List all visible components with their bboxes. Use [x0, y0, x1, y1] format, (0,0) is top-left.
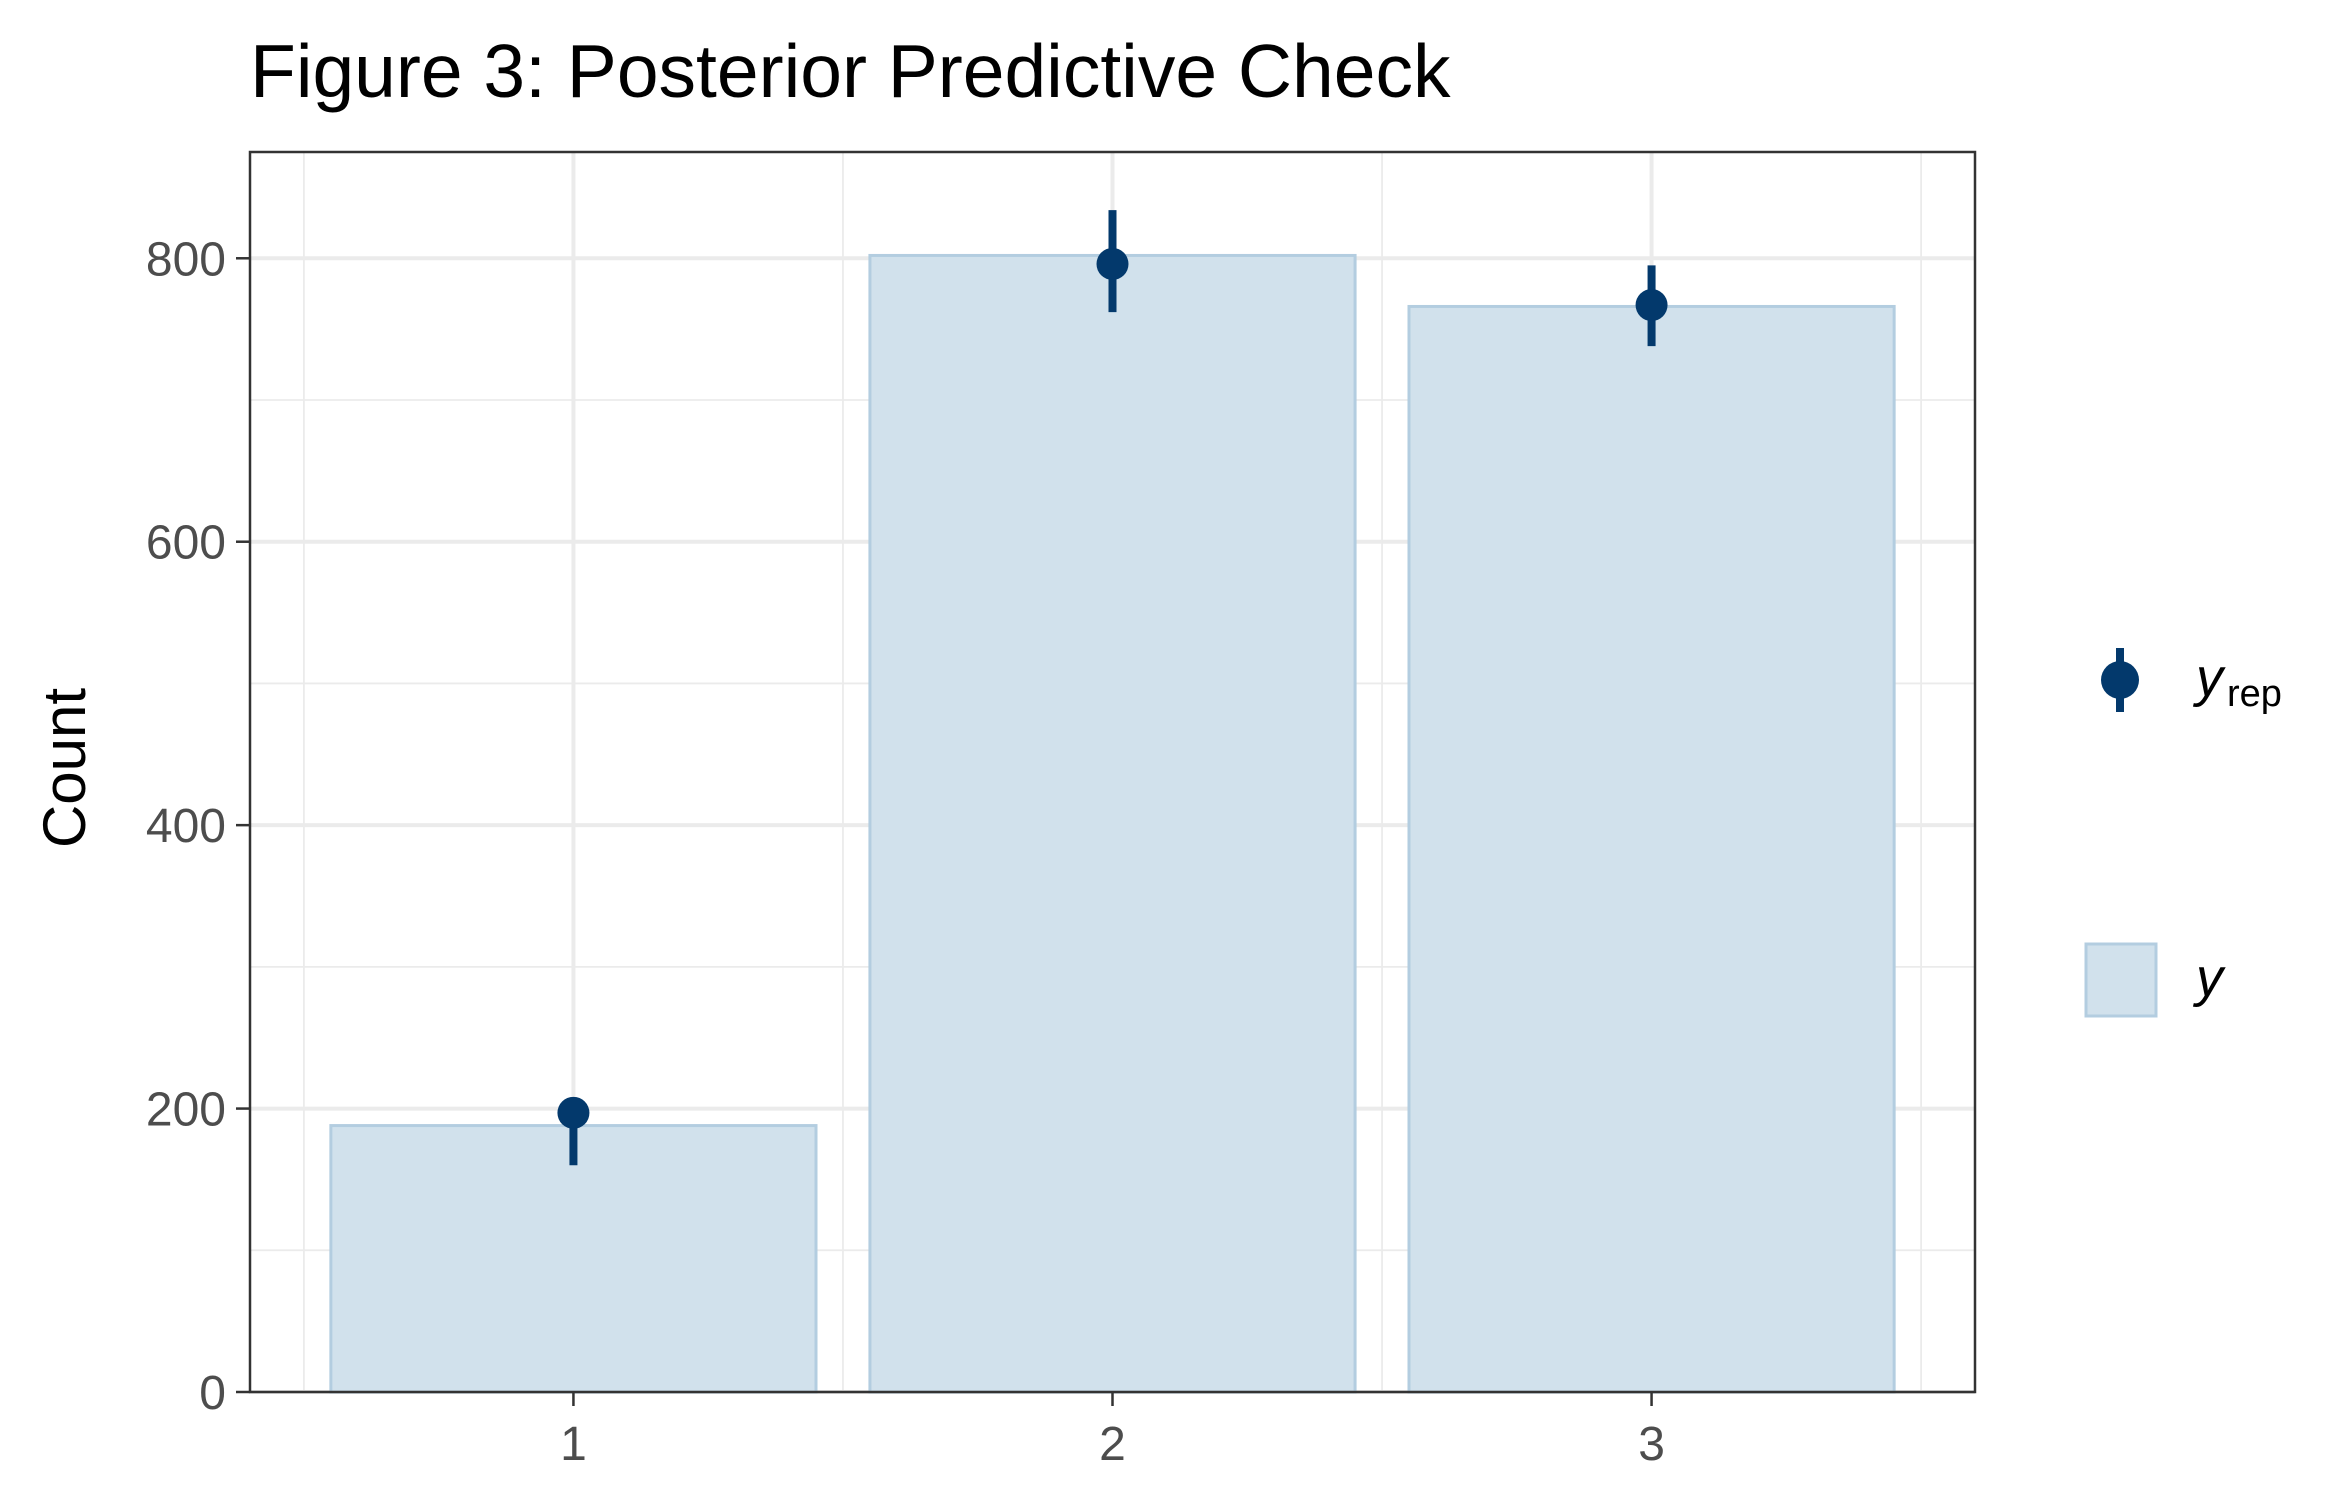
legend-subscript: rep	[2227, 673, 2282, 715]
legend-key-y	[2084, 942, 2158, 1018]
x-tick-label: 1	[560, 1418, 587, 1471]
x-tick-label: 2	[1099, 1418, 1126, 1471]
chart-title: Figure 3: Posterior Predictive Check	[250, 29, 1451, 113]
bars	[329, 253, 1896, 1394]
legend-key-yrep-point	[2101, 661, 2139, 699]
point	[557, 1096, 590, 1129]
point-ranges	[557, 210, 1668, 1166]
y-tick-label: 600	[146, 517, 226, 570]
legend-label: y	[2192, 948, 2226, 1008]
legend-label: y rep	[2192, 648, 2282, 715]
axes: 0 200 400 600 800 1 2 3	[146, 233, 1665, 1471]
bar	[329, 1124, 818, 1394]
y-tick-label: 400	[146, 800, 226, 853]
y-tick-label: 0	[199, 1367, 226, 1420]
y-axis-title: Count	[31, 688, 98, 848]
point	[1635, 289, 1668, 322]
x-tick-label: 3	[1638, 1418, 1665, 1471]
point	[1096, 247, 1129, 280]
y-tick-label: 200	[146, 1084, 226, 1137]
bar	[868, 253, 1357, 1394]
legend: y rep y	[2084, 648, 2282, 1018]
bar	[1407, 304, 1896, 1394]
y-tick-label: 800	[146, 233, 226, 286]
